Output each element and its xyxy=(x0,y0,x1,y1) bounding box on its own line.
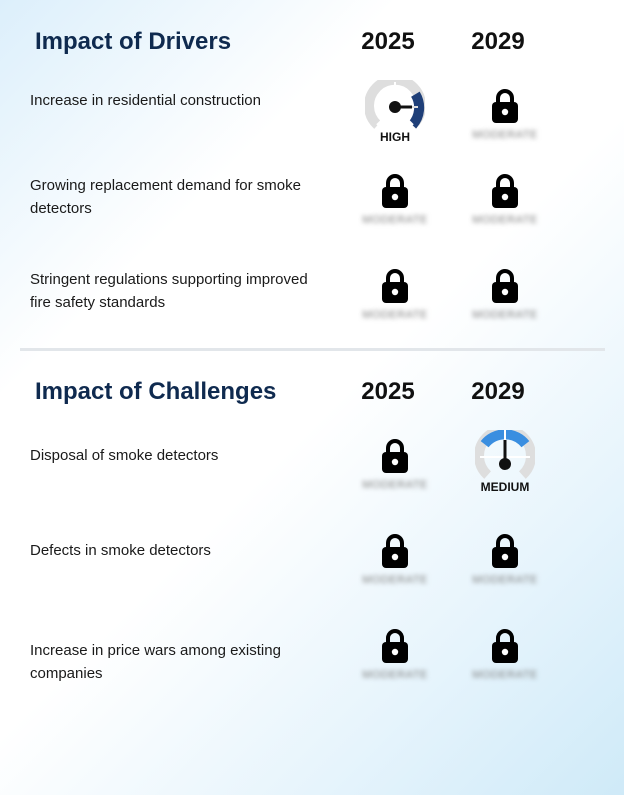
challenges-title: Impact of Challenges xyxy=(35,378,277,405)
driver-0-2025-gauge: HIGH xyxy=(350,80,440,144)
drivers-year-2029: 2029 xyxy=(471,28,525,55)
driver-row-label: Growing replacement demand for smoke det… xyxy=(30,177,301,217)
locked-value: MODERATE xyxy=(472,669,538,681)
challenge-1-2025-locked[interactable]: MODERATE xyxy=(350,532,440,586)
challenges-year-2025: 2025 xyxy=(361,378,415,405)
gauge-icon xyxy=(475,430,535,479)
lock-icon xyxy=(492,89,518,123)
driver-2-2029-locked[interactable]: MODERATE xyxy=(460,267,550,321)
section-divider xyxy=(20,348,605,351)
gauge-icon xyxy=(365,80,425,129)
drivers-year-2025: 2025 xyxy=(361,28,415,55)
challenges-year-2029: 2029 xyxy=(471,378,525,405)
locked-value: MODERATE xyxy=(362,309,428,321)
lock-icon xyxy=(382,174,408,208)
driver-1-2025-locked[interactable]: MODERATE xyxy=(350,172,440,226)
lock-icon xyxy=(382,439,408,473)
lock-icon xyxy=(492,629,518,663)
driver-0-2029-locked[interactable]: MODERATE xyxy=(460,87,550,141)
driver-row-label: Stringent regulations supporting improve… xyxy=(30,271,308,311)
lock-icon xyxy=(382,269,408,303)
challenge-row-label: Disposal of smoke detectors xyxy=(30,447,219,464)
gauge-level-label: MEDIUM xyxy=(480,480,530,494)
challenge-1-2029-locked[interactable]: MODERATE xyxy=(460,532,550,586)
lock-icon xyxy=(382,534,408,568)
drivers-title: Impact of Drivers xyxy=(35,28,232,55)
challenge-0-2025-locked[interactable]: MODERATE xyxy=(350,437,440,491)
lock-icon xyxy=(492,269,518,303)
locked-value: MODERATE xyxy=(472,574,538,586)
driver-row-label: Increase in residential construction xyxy=(30,92,261,109)
locked-value: MODERATE xyxy=(362,214,428,226)
lock-icon xyxy=(382,629,408,663)
challenge-2-2025-locked[interactable]: MODERATE xyxy=(350,627,440,681)
locked-value: MODERATE xyxy=(362,479,428,491)
lock-icon xyxy=(492,174,518,208)
locked-value: MODERATE xyxy=(472,129,538,141)
lock-icon xyxy=(492,534,518,568)
driver-2-2025-locked[interactable]: MODERATE xyxy=(350,267,440,321)
locked-value: MODERATE xyxy=(362,574,428,586)
locked-value: MODERATE xyxy=(472,309,538,321)
challenge-2-2029-locked[interactable]: MODERATE xyxy=(460,627,550,681)
challenge-0-2029-gauge: MEDIUM xyxy=(460,430,550,494)
challenge-row-label: Increase in price wars among existing co… xyxy=(30,642,281,682)
locked-value: MODERATE xyxy=(472,214,538,226)
gauge-level-label: HIGH xyxy=(380,130,410,144)
challenge-row-label: Defects in smoke detectors xyxy=(30,542,211,559)
driver-1-2029-locked[interactable]: MODERATE xyxy=(460,172,550,226)
locked-value: MODERATE xyxy=(362,669,428,681)
